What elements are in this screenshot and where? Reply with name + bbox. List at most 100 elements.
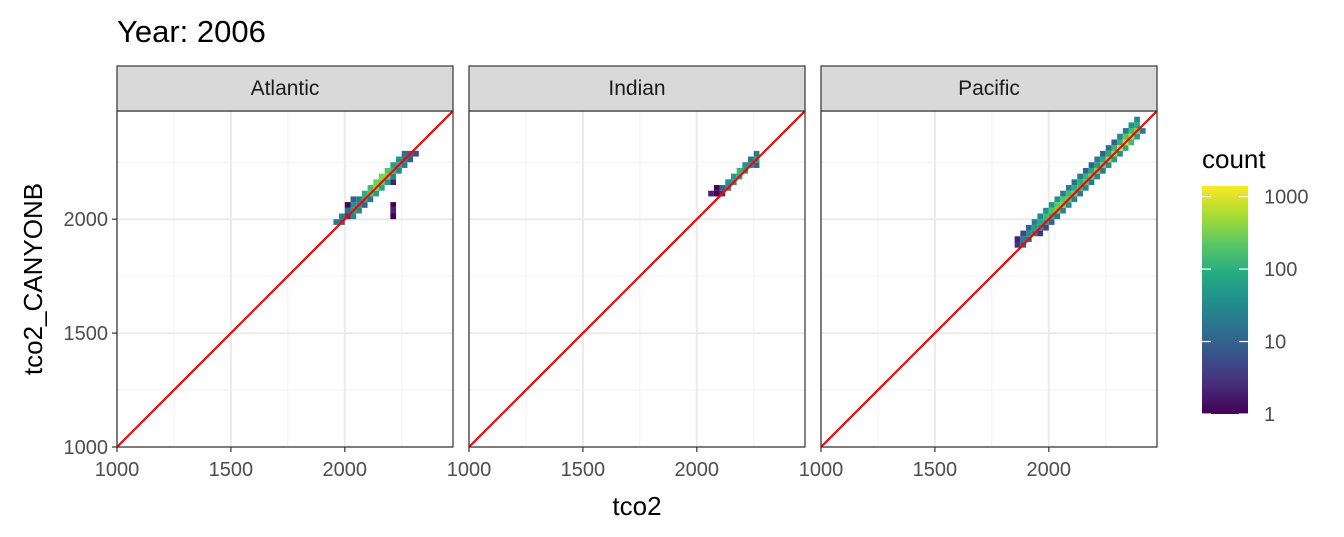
x-tick-label: 1000 bbox=[447, 459, 492, 481]
bin-cell bbox=[1071, 179, 1078, 186]
bin-cell bbox=[753, 150, 760, 157]
bin-cell bbox=[384, 167, 391, 174]
legend-title: count bbox=[1202, 144, 1266, 174]
bin-cell bbox=[413, 150, 419, 157]
bin-cell bbox=[1117, 133, 1123, 140]
bin-cell bbox=[1065, 185, 1072, 191]
x-tick-label: 1000 bbox=[799, 459, 844, 481]
bin-cell bbox=[713, 190, 720, 197]
x-tick-label: 1500 bbox=[561, 459, 606, 481]
bin-cell bbox=[1111, 156, 1118, 163]
bin-cell bbox=[1082, 185, 1089, 191]
bin-cell bbox=[1043, 213, 1049, 220]
bin-cell bbox=[390, 179, 397, 186]
bin-cell bbox=[1111, 145, 1118, 151]
bin-cell bbox=[1117, 150, 1123, 157]
x-tick-label: 1500 bbox=[209, 459, 254, 481]
bin-cell bbox=[373, 190, 379, 197]
facet-strip bbox=[820, 65, 1158, 112]
legend-label: 10 bbox=[1264, 332, 1286, 354]
bin-cell bbox=[1105, 145, 1112, 151]
bin-cell bbox=[339, 213, 345, 220]
bin-cell bbox=[1060, 190, 1066, 197]
bin-cell bbox=[736, 167, 743, 174]
y-axis-title: tco2_CANYONB bbox=[18, 183, 48, 375]
bin-cell bbox=[1128, 122, 1135, 129]
bin-cell bbox=[367, 185, 374, 191]
x-tick-label: 2000 bbox=[323, 459, 368, 481]
bin-cell bbox=[1088, 167, 1095, 174]
facet-strip-label: Atlantic bbox=[251, 77, 320, 100]
bin-cell bbox=[1117, 139, 1123, 146]
bin-cell bbox=[1031, 219, 1038, 225]
bin-cell bbox=[1060, 207, 1066, 214]
bin-cell bbox=[708, 190, 714, 197]
bin-cell bbox=[1134, 122, 1140, 129]
bin-cell bbox=[1094, 162, 1101, 168]
bin-cell bbox=[742, 162, 749, 168]
bin-cell bbox=[333, 219, 340, 225]
bin-cell bbox=[1077, 173, 1083, 180]
facet-strip-label: Indian bbox=[608, 77, 665, 100]
bin-cell bbox=[1134, 133, 1140, 140]
x-tick-label: 1000 bbox=[95, 459, 140, 481]
bin-cell bbox=[390, 202, 397, 208]
legend-label: 1000 bbox=[1264, 187, 1309, 209]
bin-cell bbox=[1020, 230, 1027, 237]
bin-cell bbox=[361, 190, 368, 197]
bin-cell bbox=[1043, 207, 1049, 214]
x-tick-label: 2000 bbox=[1027, 459, 1072, 481]
bin-cell bbox=[1122, 128, 1129, 134]
bin-cell bbox=[390, 173, 397, 180]
bin-cell bbox=[390, 207, 397, 214]
bin-cell bbox=[1048, 219, 1055, 225]
panel-indian bbox=[468, 110, 806, 448]
x-tick-label: 2000 bbox=[675, 459, 720, 481]
identity-line bbox=[116, 110, 454, 448]
x-tick-label: 1500 bbox=[913, 459, 958, 481]
bin-cell bbox=[1128, 128, 1135, 134]
bin-cell bbox=[1014, 236, 1021, 242]
bin-cell bbox=[356, 196, 362, 203]
bin-cell bbox=[1082, 173, 1089, 180]
bin-cell bbox=[1100, 156, 1106, 163]
bin-cell bbox=[1134, 116, 1140, 123]
bin-cell bbox=[1065, 190, 1072, 197]
bin-cell bbox=[1139, 128, 1146, 134]
bin-cell bbox=[753, 162, 760, 168]
bin-cell bbox=[713, 185, 720, 191]
bin-cell bbox=[401, 150, 408, 157]
identity-line bbox=[820, 110, 1158, 448]
bin-cell bbox=[748, 156, 754, 163]
bin-cell bbox=[344, 202, 351, 208]
bin-cell bbox=[396, 167, 402, 174]
facet-panels: Atlantic 1000 1500 2000 Indian 1000 1500 2000 Pa… bbox=[64, 65, 1158, 481]
bin-cell bbox=[1037, 219, 1044, 225]
bin-cell bbox=[361, 202, 368, 208]
bin-cell bbox=[1128, 139, 1135, 146]
bin-cell bbox=[396, 156, 402, 163]
bin-cell bbox=[407, 156, 414, 163]
colorbar bbox=[1202, 186, 1248, 414]
bin-cell bbox=[367, 196, 374, 203]
bin-cell bbox=[378, 173, 385, 180]
bin-cell bbox=[1088, 162, 1095, 168]
bin-cell bbox=[1048, 202, 1055, 208]
bin-cell bbox=[401, 162, 408, 168]
bin-cell bbox=[1026, 230, 1032, 237]
identity-line bbox=[468, 110, 806, 448]
panel-pacific bbox=[820, 110, 1158, 448]
bin-cell bbox=[1105, 150, 1112, 157]
bin-cell bbox=[1060, 196, 1066, 203]
bin-cell bbox=[730, 173, 737, 180]
facet-strip bbox=[468, 65, 806, 112]
bin-cell bbox=[1065, 202, 1072, 208]
bin-cell bbox=[1026, 224, 1032, 231]
bin-cell bbox=[1111, 139, 1118, 146]
bin-cell bbox=[719, 185, 726, 191]
bin-cell bbox=[350, 202, 357, 208]
bin-cell bbox=[1014, 241, 1021, 248]
bin-cell bbox=[1037, 213, 1044, 220]
bin-cell bbox=[1077, 190, 1083, 197]
